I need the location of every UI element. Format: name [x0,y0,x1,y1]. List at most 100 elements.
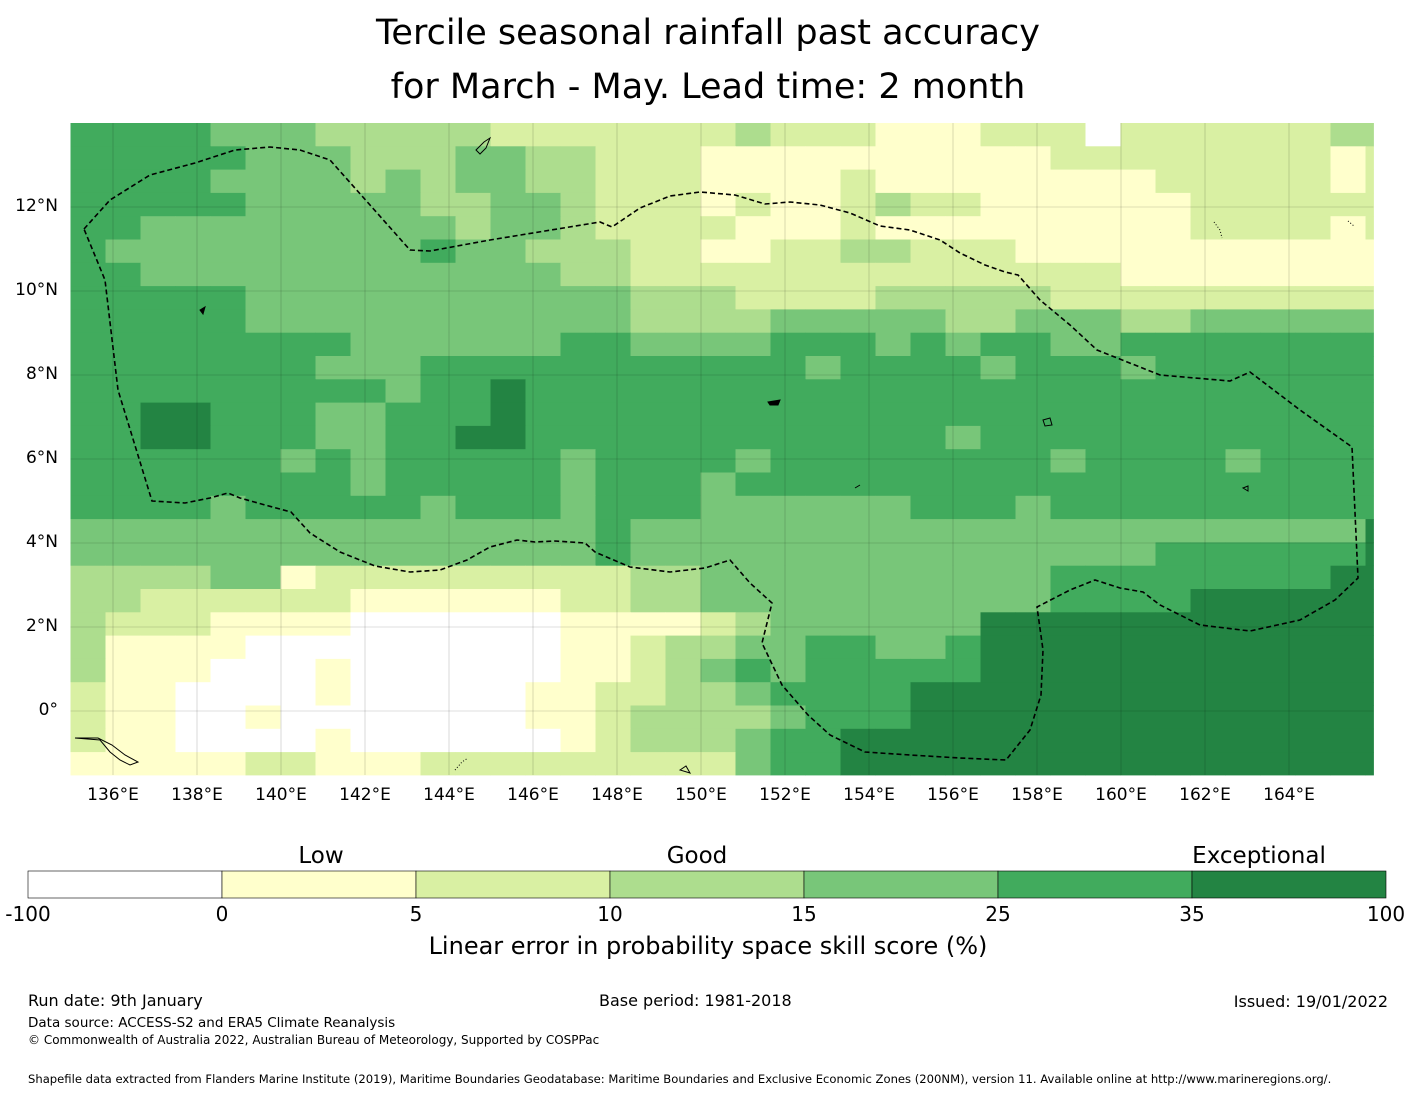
grid-cell [1015,216,1051,240]
grid-cell [1155,402,1191,427]
x-tick: 154°E [843,785,895,805]
grid-cell [700,356,736,380]
grid-cell [770,239,806,264]
grid-cell [1050,425,1086,450]
grid-cell [980,565,1016,590]
grid-cell [70,542,106,567]
grid-cell [315,495,351,520]
grid-cell [1085,425,1121,450]
grid-cell [875,635,911,660]
grid-cell [1330,449,1366,473]
grid-cell [420,123,456,147]
grid-cell [105,519,141,543]
grid-cell [420,565,456,590]
grid-cell [840,682,876,706]
grid-cell [980,705,1016,730]
grid-cell [315,169,351,194]
grid-cell [280,472,316,497]
grid-cell [875,332,911,357]
grid-cell [315,425,351,450]
grid-cell [945,658,981,683]
grid-cell [175,449,211,473]
grid-cell [945,146,981,170]
grid-cell [210,169,246,194]
grid-cell [175,728,211,753]
grid-cell [140,519,176,543]
grid-cell [735,262,771,287]
grid-cell [840,309,876,334]
grid-cell [875,542,911,567]
grid-cell [490,542,526,567]
grid-cell [1330,658,1366,683]
grid-cell [770,169,806,194]
grid-cell [910,589,946,613]
grid-cell [420,309,456,334]
grid-cell [595,425,631,450]
grid-cell [420,425,456,450]
grid-cell [490,635,526,660]
grid-cell [875,589,911,613]
grid-cell [945,286,981,310]
grid-cell [1330,752,1366,776]
grid-cell [1155,612,1191,636]
grid-cell [805,612,841,636]
grid-cell [245,425,281,450]
grid-cell [140,192,176,217]
grid-cell [1260,728,1296,753]
grid-cell [1260,356,1296,380]
grid-cell [490,728,526,753]
grid-cell [1120,425,1156,450]
grid-cell [1155,425,1191,450]
grid-cell [700,425,736,450]
grid-cell [1120,589,1156,613]
grid-cell [490,589,526,613]
grid-cell [1155,332,1191,357]
grid-cell [980,519,1016,543]
grid-cell [595,286,631,310]
grid-cell [805,402,841,427]
grid-cell [1190,309,1226,334]
grid-cell [700,146,736,170]
grid-cell [770,262,806,287]
grid-cell [70,169,106,194]
grid-cell [840,286,876,310]
grid-cell [910,309,946,334]
grid-cell [945,309,981,334]
grid-cell [490,309,526,334]
grid-cell [560,192,596,217]
grid-cell [1120,169,1156,194]
grid-cell [1260,449,1296,473]
grid-cell [1330,519,1366,543]
grid-cell [385,682,421,706]
grid-cell [840,449,876,473]
grid-cell [735,286,771,310]
grid-cell [980,402,1016,427]
grid-cell [455,449,491,473]
grid-cell [210,519,246,543]
grid-cell [245,216,281,240]
grid-cell [770,635,806,660]
grid-cell [105,658,141,683]
grid-cell [1190,262,1226,287]
band-label-exceptional: Exceptional [1192,843,1326,869]
grid-cell [280,192,316,217]
grid-cell [350,216,386,240]
grid-cell [175,192,211,217]
grid-cell [700,705,736,730]
grid-cell [770,286,806,310]
grid-cell [525,682,561,706]
grid-cell [245,192,281,217]
grid-cell [560,635,596,660]
grid-cell [455,612,491,636]
grid-cell [735,425,771,450]
grid-cell [875,356,911,380]
grid-cell [735,519,771,543]
grid-cell [105,216,141,240]
grid-cell [455,752,491,776]
grid-cell [420,146,456,170]
grid-cell [490,169,526,194]
grid-cell [1295,123,1331,147]
grid-cell [1155,262,1191,287]
grid-cell [1155,752,1191,776]
grid-cell [315,262,351,287]
